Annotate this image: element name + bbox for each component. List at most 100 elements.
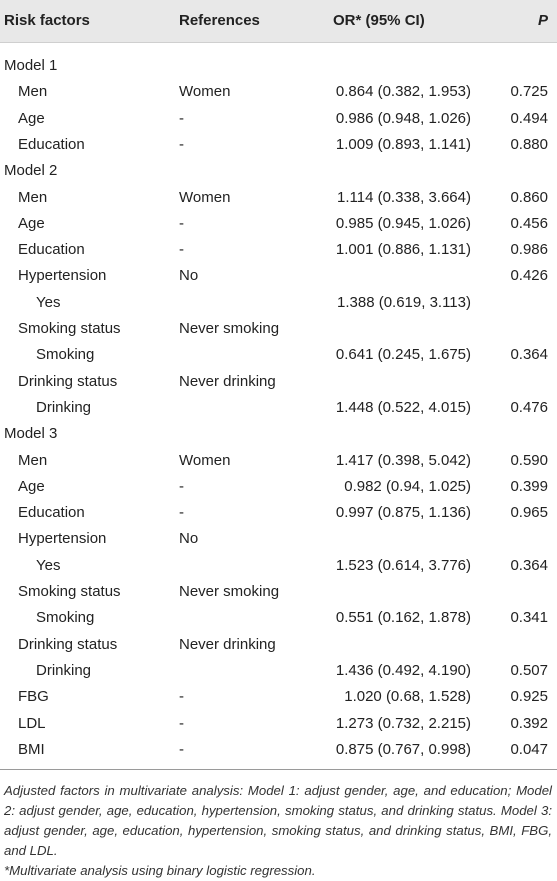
odds-ratio-cell: 1.388 (0.619, 3.113) [337, 293, 471, 311]
odds-ratio-cell: 1.523 (0.614, 3.776) [335, 556, 471, 574]
risk-factor-cell: BMI [18, 740, 45, 758]
risk-factor-cell: Age [18, 477, 45, 495]
table-row: Yes 1.388 (0.619, 3.113) [0, 290, 557, 316]
risk-factor-cell: Education [18, 241, 85, 259]
model-row: Model 3 [0, 421, 557, 447]
odds-ratio-cell: 1.114 (0.338, 3.664) [337, 188, 471, 206]
table-row: LDL - 1.273 (0.732, 2.215) 0.392 [0, 711, 557, 737]
risk-factor-cell: Smoking [36, 609, 95, 627]
table-row: Smoking status Never smoking [0, 316, 557, 342]
reference-cell: - [179, 740, 184, 758]
risk-factor-cell: Drinking status [18, 372, 118, 390]
table-row: Men Women 1.114 (0.338, 3.664) 0.860 [0, 185, 557, 211]
risk-factor-cell: Smoking status [18, 320, 121, 337]
table-row: Yes 1.523 (0.614, 3.776) 0.364 [0, 553, 557, 579]
table-row: FBG - 1.020 (0.68, 1.528) 0.925 [0, 684, 557, 710]
footnote: *Multivariate analysis using binary logi… [4, 863, 316, 878]
odds-ratio-cell: 0.985 (0.945, 1.026) [335, 214, 471, 232]
risk-factor-cell: Model 3 [4, 425, 58, 443]
reference-cell: - [179, 241, 184, 259]
table-header: Risk factors References OR* (95% CI) P [0, 0, 557, 42]
table-row: Drinking status Never drinking [0, 369, 557, 395]
reference-cell: Never drinking [179, 372, 276, 390]
p-value-cell: 0.590 [510, 451, 548, 469]
model-row: Model 2 [0, 158, 557, 184]
risk-factor-cell: Model 2 [4, 162, 58, 180]
table-row: Drinking 1.436 (0.492, 4.190) 0.507 [0, 658, 557, 684]
p-value-cell: 0.860 [510, 188, 548, 206]
reference-cell: Women [179, 188, 231, 206]
p-value-cell: 0.476 [510, 398, 548, 416]
table-notes: Adjusted factors in multivariate analysi… [4, 781, 552, 881]
odds-ratio-cell: 0.864 (0.382, 1.953) [335, 83, 471, 101]
p-value-cell: 0.341 [510, 609, 548, 627]
model-row: Model 1 [0, 53, 557, 79]
risk-factor-cell: LDL [18, 714, 46, 732]
table-row: Age - 0.985 (0.945, 1.026) 0.456 [0, 211, 557, 237]
reference-cell: No [179, 530, 199, 548]
reference-cell: - [179, 714, 184, 732]
table-row: Age - 0.982 (0.94, 1.025) 0.399 [0, 474, 557, 500]
odds-ratio-cell: 1.448 (0.522, 4.015) [335, 398, 471, 416]
table-row: Hypertension No [0, 526, 557, 552]
p-value-cell: 0.426 [510, 267, 548, 285]
table-row: Men Women 0.864 (0.382, 1.953) 0.725 [0, 79, 557, 105]
table-row: Education - 1.001 (0.886, 1.131) 0.986 [0, 237, 557, 263]
odds-ratio-cell: 0.997 (0.875, 1.136) [335, 504, 471, 522]
risk-factor-cell: Smoking status [18, 583, 121, 600]
odds-ratio-cell: 1.417 (0.398, 5.042) [335, 451, 471, 469]
p-value-cell: 0.456 [510, 214, 548, 232]
p-value-cell: 0.399 [510, 477, 548, 495]
table-row: Smoking status Never smoking [0, 579, 557, 605]
header-references: References [179, 12, 260, 29]
risk-factor-cell: Men [18, 83, 48, 101]
risk-factor-cell: Hypertension [18, 530, 107, 548]
table-row: Hypertension No 0.426 [0, 263, 557, 289]
risk-factor-cell: Drinking status [18, 635, 118, 653]
risk-factor-cell: Yes [36, 293, 61, 311]
odds-ratio-cell: 0.875 (0.767, 0.998) [335, 740, 471, 758]
risk-factor-cell: Drinking [36, 398, 92, 416]
risk-factor-cell: Education [18, 504, 85, 522]
risk-factor-cell: Drinking [36, 661, 92, 679]
risk-factor-cell: Hypertension [18, 267, 107, 285]
table-bottom-rule [0, 769, 557, 770]
p-value-cell: 0.364 [510, 556, 548, 574]
header-rule [0, 42, 557, 43]
reference-cell: - [179, 504, 184, 522]
odds-ratio-cell: 0.982 (0.94, 1.025) [344, 477, 471, 495]
risk-factor-cell: Education [18, 135, 85, 153]
p-value-cell: 0.507 [510, 661, 548, 679]
p-value-cell: 0.725 [510, 83, 548, 101]
table-row: Men Women 1.417 (0.398, 5.042) 0.590 [0, 448, 557, 474]
risk-factor-cell: Model 1 [4, 57, 58, 74]
table-row: Education - 1.009 (0.893, 1.141) 0.880 [0, 132, 557, 158]
p-value-cell: 0.965 [510, 504, 548, 522]
header-risk-factors: Risk factors [4, 12, 90, 29]
risk-factor-cell: Age [18, 109, 45, 127]
table-row: Smoking 0.551 (0.162, 1.878) 0.341 [0, 605, 557, 631]
odds-ratio-cell: 0.551 (0.162, 1.878) [335, 609, 471, 627]
adjusted-factors-note: Adjusted factors in multivariate analysi… [4, 783, 552, 858]
p-value-cell: 0.392 [510, 714, 548, 732]
reference-cell: No [179, 267, 199, 285]
risk-factor-cell: Smoking [36, 346, 95, 364]
odds-ratio-cell: 1.009 (0.893, 1.141) [335, 135, 471, 153]
reference-cell: Women [179, 451, 231, 469]
p-value-cell: 0.925 [510, 688, 548, 706]
reference-cell: - [179, 688, 184, 706]
risk-factor-cell: Men [18, 188, 48, 206]
p-value-cell: 0.986 [510, 241, 548, 259]
odds-ratio-cell: 1.001 (0.886, 1.131) [335, 241, 471, 259]
odds-ratio-cell: 1.436 (0.492, 4.190) [335, 661, 471, 679]
p-value-cell: 0.880 [510, 135, 548, 153]
risk-factor-cell: Men [18, 451, 48, 469]
header-p: P [537, 12, 548, 29]
reference-cell: - [179, 109, 184, 127]
odds-ratio-cell: 0.641 (0.245, 1.675) [335, 346, 471, 364]
p-value-cell: 0.047 [510, 740, 548, 758]
reference-cell: Never smoking [179, 583, 280, 600]
risk-factor-cell: Age [18, 214, 45, 232]
reference-cell: - [179, 214, 184, 232]
